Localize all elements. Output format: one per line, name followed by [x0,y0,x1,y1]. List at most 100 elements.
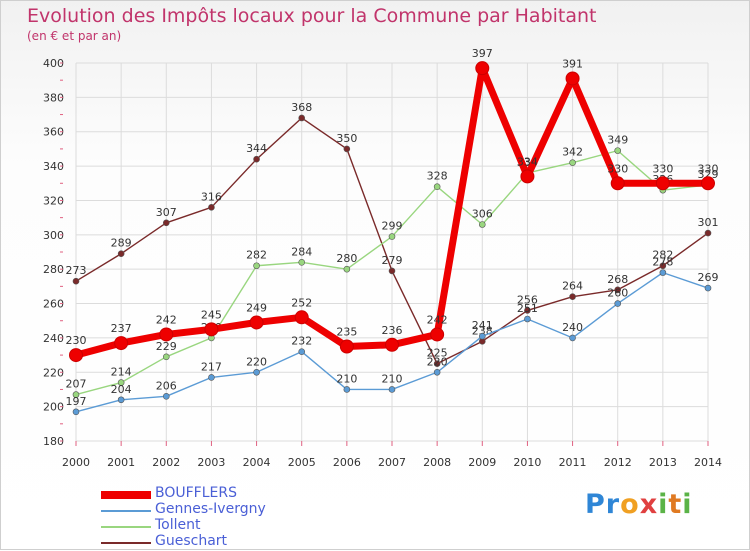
data-label: 284 [291,245,312,258]
x-tick-label: 2002 [152,456,180,469]
data-point [343,386,351,393]
data-label: 242 [156,313,177,326]
data-label: 306 [472,208,493,221]
legend-swatch [101,491,151,499]
data-label: 350 [336,132,357,145]
data-label: 264 [562,280,583,293]
data-label: 397 [472,47,493,60]
data-label: 206 [156,379,177,392]
data-label: 249 [246,301,267,314]
data-label: 260 [607,287,628,300]
data-point [298,259,306,266]
data-label: 368 [291,101,312,114]
x-tick-label: 2005 [288,456,316,469]
legend-swatch [101,542,151,544]
data-label: 307 [156,206,177,219]
data-label: 214 [111,366,132,379]
brand-letter: i [658,489,669,520]
chart-subtitle: (en € et par an) [27,29,122,43]
data-point [162,393,170,400]
data-label: 232 [291,335,312,348]
data-label: 235 [336,326,357,339]
data-label: 204 [111,383,132,396]
brand-letter: P [585,489,606,520]
data-point [294,310,309,325]
data-point [204,322,219,337]
brand-letter: o [620,489,640,520]
data-label: 210 [336,372,357,385]
data-label: 220 [246,355,267,368]
data-label: 229 [156,340,177,353]
y-tick-label: 360 [43,126,64,139]
data-point [159,327,174,342]
x-tick-label: 2004 [243,456,271,469]
brand-letter: x [639,489,659,520]
data-label: 241 [472,319,493,332]
x-tick-label: 2000 [62,456,90,469]
data-label: 344 [246,142,267,155]
data-point [343,145,351,153]
data-point [208,204,215,211]
x-tick-label: 2013 [649,456,677,469]
data-label: 330 [652,162,673,175]
data-label: 279 [382,254,403,267]
data-point [701,176,715,191]
data-point [72,408,80,416]
data-point [117,250,125,258]
x-tick-label: 2001 [107,456,135,469]
y-tick-label: 400 [43,57,64,70]
y-tick-label: 380 [43,91,64,104]
y-tick-label: 220 [43,366,64,379]
x-tick-label: 2006 [333,456,361,469]
data-point [343,265,351,273]
legend-label: Gennes-Ivergny [155,501,266,517]
x-tick-label: 2014 [694,456,722,469]
data-label: 230 [66,334,87,347]
data-label: 280 [336,252,357,265]
data-label: 330 [698,162,719,175]
data-point [524,315,531,323]
data-point [114,336,129,351]
data-label: 273 [66,264,87,277]
data-point [249,315,264,330]
data-label: 197 [66,395,87,408]
brand-letter: t [668,489,683,520]
y-tick-label: 240 [43,332,64,345]
data-point [614,286,622,294]
data-label: 328 [427,170,448,183]
data-label: 210 [382,372,403,385]
x-tick-label: 2008 [423,456,451,469]
legend-swatch [101,526,151,528]
data-point [478,332,486,340]
data-point [614,300,622,307]
data-point [162,219,170,227]
data-label: 268 [607,273,628,286]
data-point [253,155,260,163]
data-point [162,353,170,361]
data-label: 207 [66,378,87,391]
data-point [208,374,215,381]
data-label: 256 [517,293,538,306]
data-label: 289 [111,237,132,250]
data-point [520,169,535,184]
data-label: 342 [562,146,583,159]
data-point [569,293,576,300]
x-tick-label: 2009 [468,456,496,469]
data-label: 236 [382,324,403,337]
data-point [478,221,486,228]
data-point [72,277,80,285]
data-point [704,284,712,292]
data-point [655,176,670,191]
legend-swatch [101,510,151,512]
data-point [298,114,306,122]
brand-letter: r [605,489,621,520]
y-tick-label: 320 [43,194,64,207]
data-label: 334 [517,155,538,168]
data-point [610,176,625,191]
data-point [659,262,667,270]
data-label: 245 [201,308,222,321]
brand-logo: Proxiti [585,489,693,520]
data-point [388,386,396,393]
y-tick-label: 340 [43,160,64,173]
